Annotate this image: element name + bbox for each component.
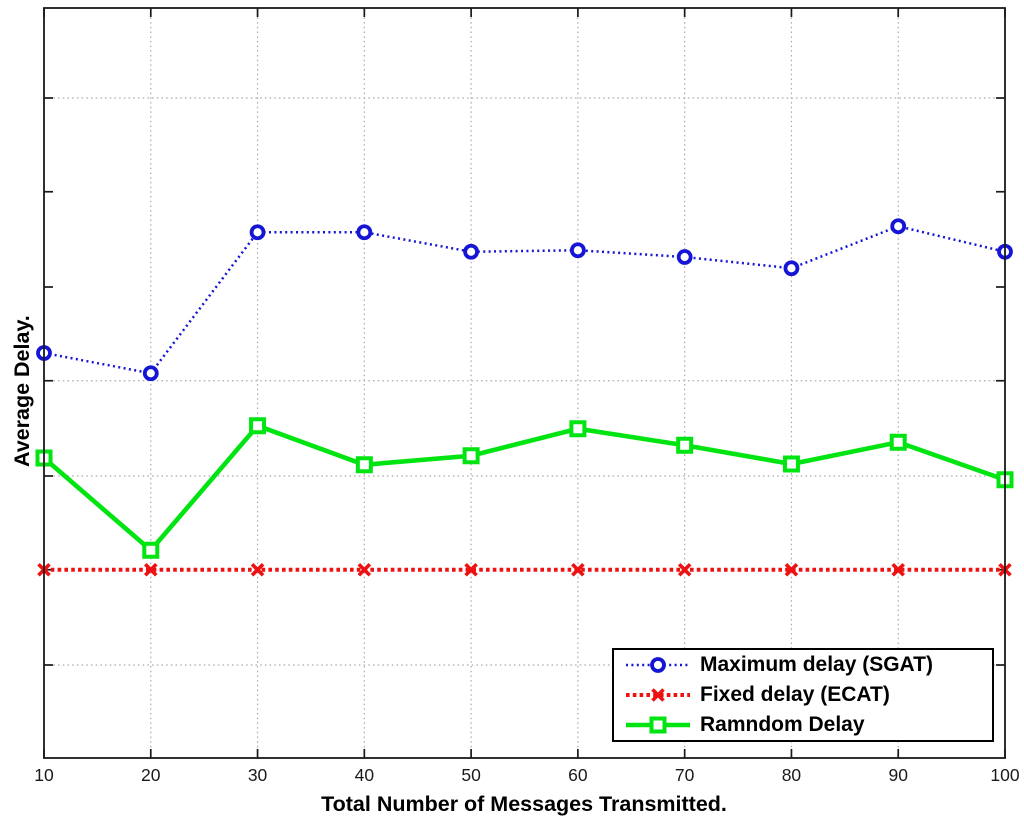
data-point-square-icon: [142, 541, 160, 559]
series-maximum-delay-sgat: [36, 218, 1013, 382]
data-point-circle-icon: [249, 224, 266, 241]
legend-sample-dotted-x-icon: [626, 688, 690, 702]
x-tick-label: 100: [990, 765, 1020, 785]
data-point-x-icon: [144, 562, 158, 577]
data-point-x-icon: [784, 562, 799, 577]
data-point-square-icon: [676, 436, 694, 454]
x-tick-label: 20: [141, 765, 161, 785]
x-tick-labels: 10 20 30 40 50 60 70 80 90 100: [0, 765, 1024, 791]
y-axis-title: Average Delay.: [10, 315, 34, 467]
data-point-square-icon: [249, 417, 267, 435]
x-tick-label: 30: [247, 765, 268, 785]
legend-item-fixed-delay-ecat: Fixed delay (ECAT): [624, 680, 992, 710]
axis-ticks: [43, 8, 1006, 758]
x-tick-label: 50: [461, 765, 481, 785]
data-point-x-icon: [677, 562, 692, 577]
data-point-x-icon: [464, 562, 478, 577]
data-point-x-icon: [891, 562, 905, 577]
legend-sample-dotted-circle-icon: [626, 657, 690, 673]
legend-label: Ramndom Delay: [700, 713, 865, 736]
legend-label: Fixed delay (ECAT): [700, 683, 890, 706]
x-tick-label: 40: [354, 765, 375, 785]
legend: Maximum delay (SGAT) Fixed delay (ECAT) …: [612, 648, 994, 742]
legend-item-ramndom-delay: Ramndom Delay: [624, 710, 992, 740]
data-point-circle-icon: [356, 224, 373, 241]
x-axis-title: Total Number of Messages Transmitted.: [321, 792, 727, 816]
data-point-circle-icon: [650, 657, 666, 673]
data-point-circle-icon: [890, 218, 907, 235]
x-tick-label: 80: [781, 765, 802, 785]
data-point-circle-icon: [569, 242, 586, 259]
data-point-x-icon: [357, 562, 372, 577]
series-fixed-delay-ecat: [37, 562, 1012, 577]
x-tick-label: 60: [568, 765, 588, 785]
data-point-circle-icon: [142, 365, 159, 382]
legend-label: Maximum delay (SGAT): [700, 653, 933, 676]
legend-sample-solid-square-icon: [626, 716, 690, 734]
data-point-circle-icon: [676, 249, 693, 265]
data-point-x-icon: [651, 688, 665, 702]
data-point-square-icon: [782, 455, 800, 473]
data-point-circle-icon: [783, 260, 800, 277]
x-tick-label: 10: [34, 765, 54, 785]
data-point-square-icon: [355, 456, 373, 474]
gridlines: [44, 8, 1005, 758]
x-tick-label: 70: [674, 765, 695, 785]
data-point-circle-icon: [463, 243, 480, 260]
data-point-square-icon: [569, 420, 587, 438]
data-point-square-icon: [462, 447, 480, 465]
data-point-x-icon: [571, 562, 585, 577]
x-tick-label: 90: [888, 765, 908, 785]
data-point-square-icon: [889, 433, 907, 451]
data-point-square-icon: [649, 716, 667, 734]
series-ramndom-delay: [35, 417, 1014, 559]
data-point-x-icon: [250, 562, 265, 577]
legend-item-maximum-delay-sgat: Maximum delay (SGAT): [624, 650, 992, 680]
plot-border: [43, 7, 1006, 759]
